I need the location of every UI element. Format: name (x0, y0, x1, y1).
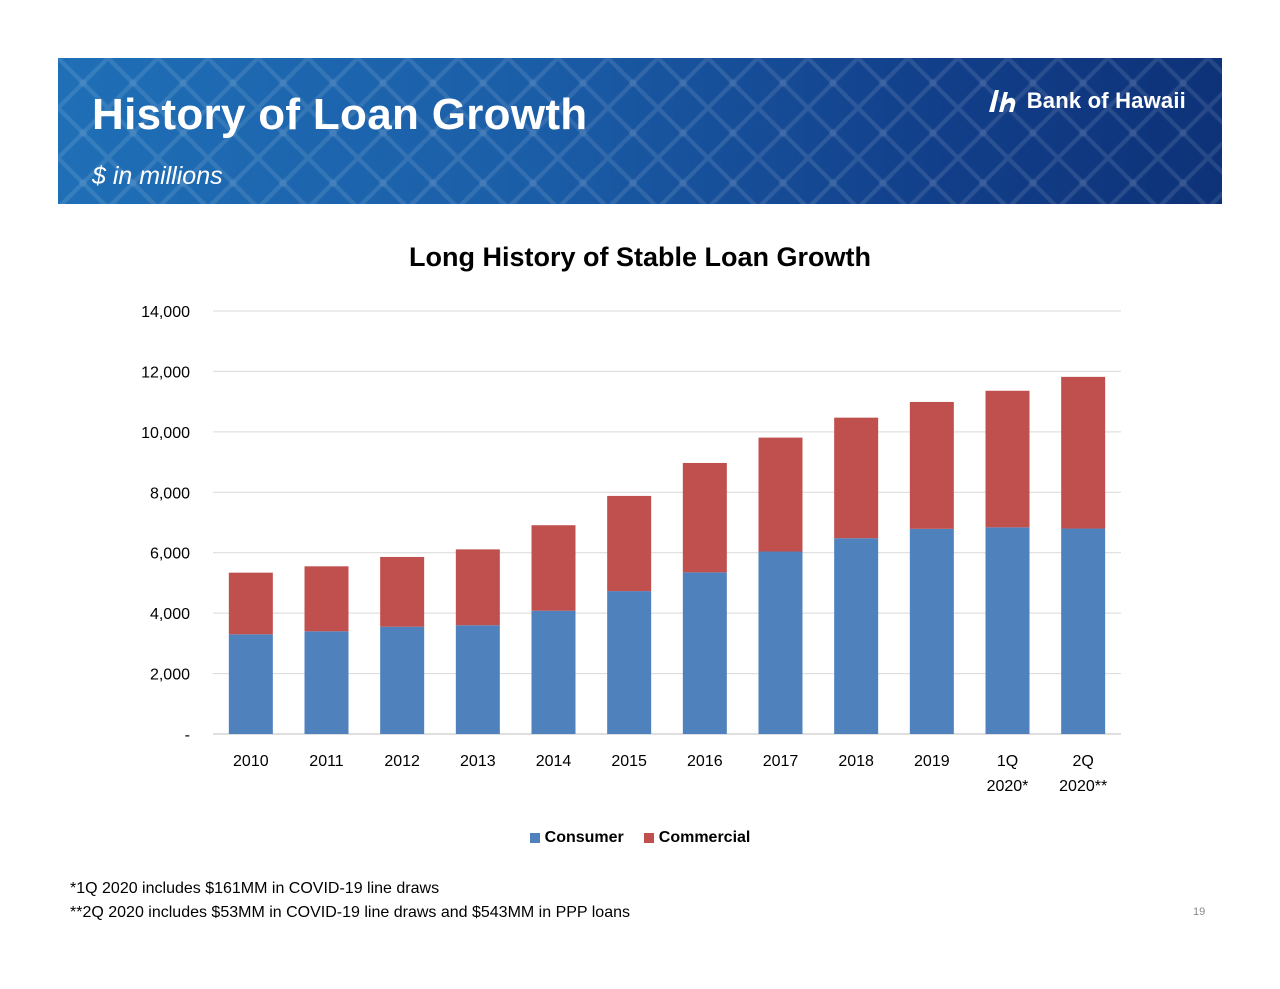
x-tick-label: 1Q (997, 753, 1018, 770)
x-tick-label: 2019 (914, 753, 950, 770)
x-tick-label: 2015 (611, 753, 647, 770)
bar-commercial (1061, 376, 1106, 529)
legend-label-commercial: Commercial (658, 829, 751, 846)
x-tick-label: 2017 (763, 753, 799, 770)
banner-pattern (58, 58, 1222, 204)
bar-commercial (228, 572, 273, 635)
bar-commercial (682, 462, 727, 573)
footnote-1q: *1Q 2020 includes $161MM in COVID-19 lin… (70, 880, 440, 897)
bank-logo: Bank of Hawaii (985, 86, 1186, 116)
bar-commercial (607, 495, 652, 592)
bar-consumer (834, 538, 879, 734)
x-tick-label: 2010 (233, 753, 269, 770)
x-tick-label: 2018 (838, 753, 874, 770)
bar-commercial (380, 556, 425, 627)
bar-consumer (304, 631, 349, 734)
bar-commercial (909, 401, 954, 529)
x-tick-label: 2020* (987, 778, 1029, 795)
x-tick-label: 2013 (460, 753, 496, 770)
legend-item-commercial: Commercial (643, 829, 751, 847)
y-tick-label: 10,000 (141, 425, 190, 442)
legend-swatch-consumer (529, 833, 540, 843)
x-tick-label: 2011 (309, 753, 344, 770)
x-tick-label: 2Q (1072, 753, 1093, 770)
bar-consumer (1061, 528, 1106, 734)
bar-commercial (531, 525, 576, 611)
bar-commercial (455, 549, 500, 626)
bar-commercial (834, 417, 879, 539)
y-tick-label: - (185, 727, 190, 744)
bar-consumer (228, 634, 273, 734)
y-tick-label: 14,000 (141, 304, 190, 321)
legend-item-consumer: Consumer (529, 829, 624, 847)
bar-consumer (380, 626, 425, 734)
bar-consumer (985, 527, 1030, 734)
header-banner: History of Loan Growth $ in millions Ban… (58, 58, 1222, 204)
x-tick-label: 2012 (384, 753, 420, 770)
y-tick-label: 2,000 (150, 667, 190, 684)
page-title: History of Loan Growth (92, 90, 588, 139)
y-tick-label: 8,000 (150, 485, 190, 502)
y-tick-label: 12,000 (141, 364, 190, 381)
footnote-2q: **2Q 2020 includes $53MM in COVID-19 lin… (70, 904, 630, 921)
y-tick-label: 4,000 (150, 606, 190, 623)
bar-commercial (304, 566, 349, 632)
bar-consumer (758, 551, 803, 734)
bar-consumer (682, 572, 727, 734)
bank-logo-icon (988, 90, 1016, 112)
bar-commercial (985, 390, 1030, 528)
bar-consumer (909, 528, 954, 734)
bank-logo-text: Bank of Hawaii (1026, 88, 1186, 113)
y-tick-label: 6,000 (150, 546, 190, 563)
x-tick-label: 2016 (687, 753, 723, 770)
bar-consumer (455, 625, 500, 734)
legend-swatch-commercial (643, 833, 654, 843)
chart-legend: Consumer Commercial (0, 829, 1280, 847)
bar-consumer (531, 610, 576, 734)
chart-title: Long History of Stable Loan Growth (409, 242, 871, 272)
bar-commercial (758, 437, 803, 552)
page-number: 19 (1193, 906, 1206, 918)
page-subtitle: $ in millions (92, 162, 223, 190)
x-tick-label: 2014 (536, 753, 572, 770)
legend-label-consumer: Consumer (544, 829, 624, 846)
x-tick-label: 2020** (1059, 778, 1107, 795)
bar-consumer (607, 591, 652, 734)
